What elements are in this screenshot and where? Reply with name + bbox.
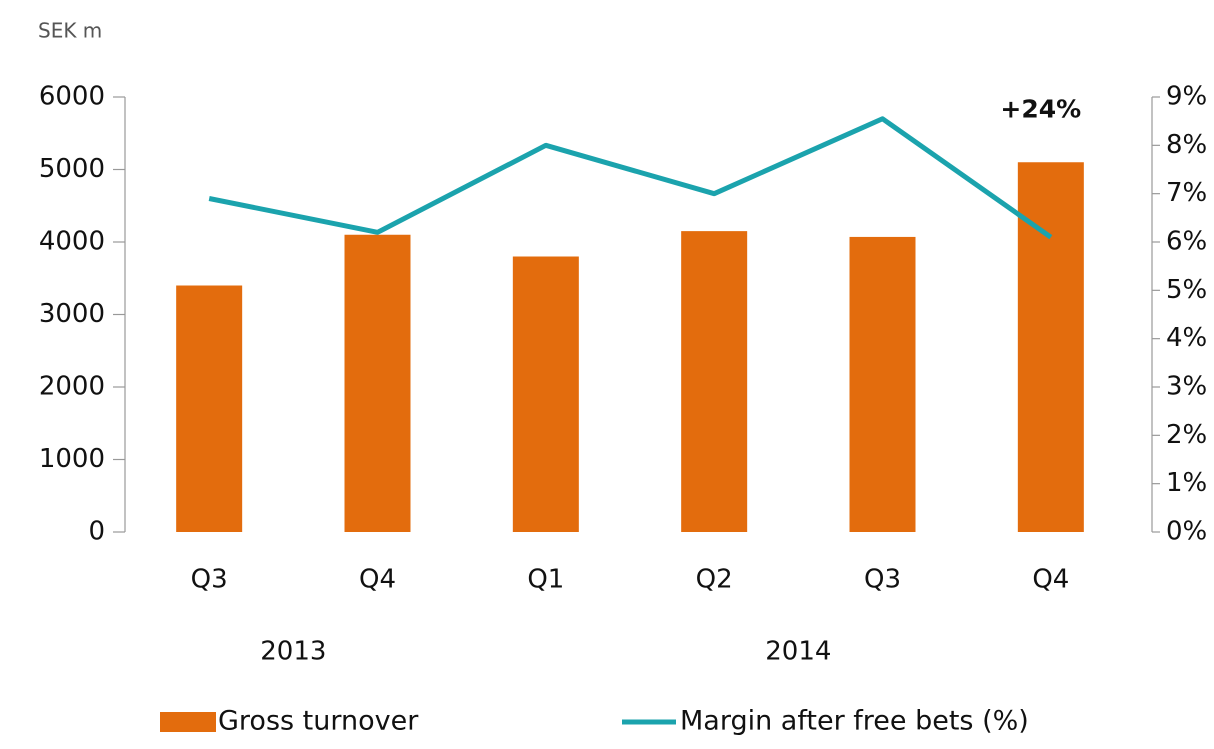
x-tick-label: Q3 [191, 565, 228, 595]
y-tick-label: 6000 [39, 82, 105, 112]
annotation: +24% [1000, 94, 1081, 123]
y2-tick-label: 8% [1166, 130, 1207, 160]
x-group-label: 2013 [260, 637, 326, 667]
x-group-label: 2014 [765, 637, 831, 667]
line [208, 116, 1053, 240]
y2-tick-label: 3% [1166, 372, 1207, 402]
y-axis-label: SEK m [38, 19, 102, 43]
y2-tick-label: 0% [1166, 517, 1207, 547]
bar [849, 236, 916, 533]
legend-swatch [160, 712, 216, 732]
y-tick-label: 1000 [39, 444, 105, 474]
y2-tick-label: 6% [1166, 227, 1207, 257]
bar [681, 231, 748, 532]
y-tick-label: 3000 [39, 299, 105, 329]
bar [512, 256, 579, 532]
x-tick-label: Q3 [864, 565, 901, 595]
bar [1017, 162, 1084, 532]
bar [344, 234, 411, 532]
y2-tick-label: 4% [1166, 323, 1207, 353]
y2-tick-label: 9% [1166, 82, 1207, 112]
y-tick-label: 2000 [39, 372, 105, 402]
y2-tick-label: 7% [1166, 178, 1207, 208]
x-tick-label: Q4 [1032, 565, 1069, 595]
y-tick-label: 5000 [39, 154, 105, 184]
y2-tick-label: 1% [1166, 468, 1207, 498]
legend-label: Margin after free bets (%) [680, 706, 1029, 737]
x-tick-label: Q2 [696, 565, 733, 595]
y-tick-label: 4000 [39, 227, 105, 257]
x-tick-label: Q1 [527, 565, 564, 595]
y2-tick-label: 2% [1166, 420, 1207, 450]
x-tick-label: Q4 [359, 565, 396, 595]
y-tick-label: 0 [88, 517, 105, 547]
legend-label: Gross turnover [218, 706, 419, 737]
bar [176, 285, 243, 532]
y2-tick-label: 5% [1166, 275, 1207, 305]
